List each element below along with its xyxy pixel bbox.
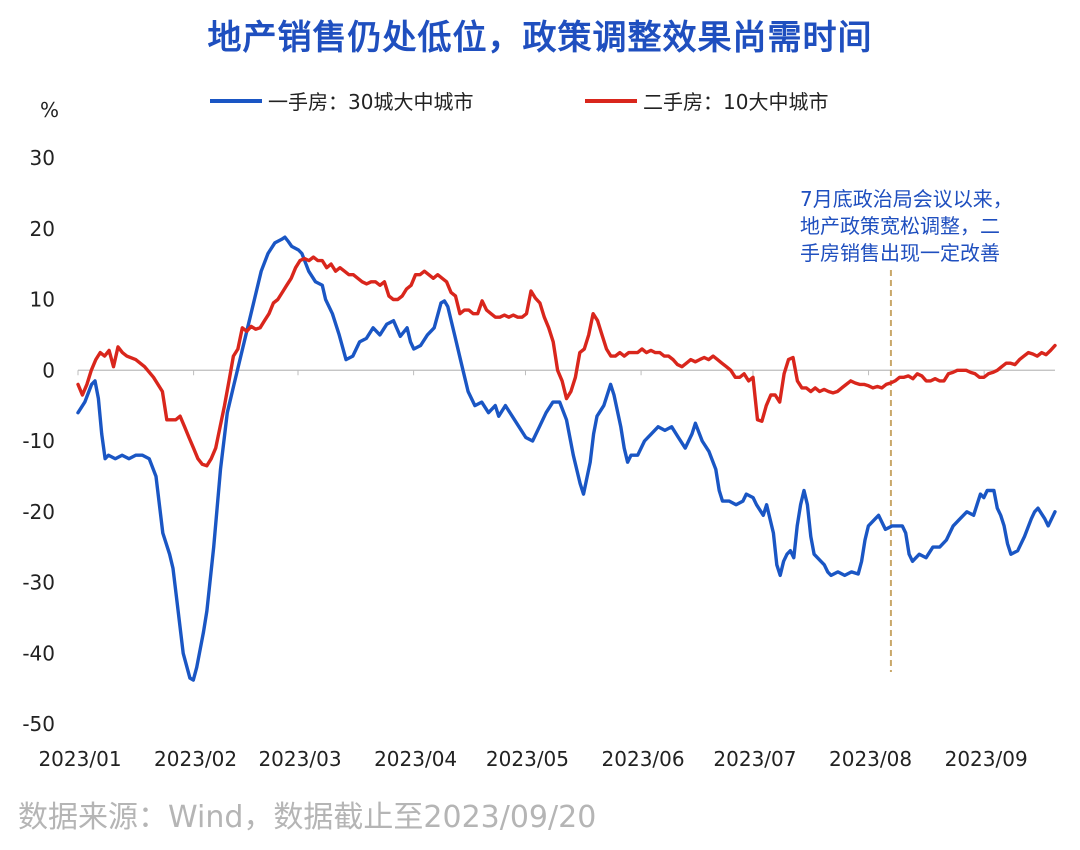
- legend-swatch-resale-homes: [585, 98, 637, 103]
- y-tick-label: 10: [30, 288, 55, 312]
- series-line-resale-homes: [76, 255, 1057, 468]
- x-tick-label: 2023/02: [154, 747, 237, 771]
- chart-title: 地产销售仍处低位，政策调整效果尚需时间: [207, 18, 873, 58]
- x-tick-label: 2023/08: [829, 747, 912, 771]
- annotation-line: 地产政策宽松调整，二: [800, 214, 1000, 238]
- series-line-new-homes: [76, 235, 1057, 682]
- y-tick-label: -30: [22, 571, 55, 595]
- x-tick-label: 2023/09: [945, 747, 1028, 771]
- x-tick-label: 2023/03: [258, 747, 341, 771]
- x-tick-label: 2023/04: [374, 747, 457, 771]
- x-tick-label: 2023/05: [486, 747, 569, 771]
- y-axis-unit: %: [40, 98, 60, 122]
- legend-item-new-homes: 一手房：30城大中城市: [210, 86, 473, 115]
- y-tick-label: 20: [30, 217, 55, 241]
- annotation-line: 手房销售出现一定改善: [800, 241, 1000, 265]
- y-tick-label: -40: [22, 641, 55, 665]
- y-tick-label: -10: [22, 429, 55, 453]
- legend-label-new-homes: 一手房：30城大中城市: [268, 90, 474, 114]
- data-source-note: 数据来源：Wind，数据截止至2023/09/20: [18, 800, 597, 835]
- legend-label-resale-homes: 二手房：10大中城市: [643, 90, 829, 114]
- y-tick-label: -50: [22, 712, 55, 736]
- y-tick-label: -20: [22, 500, 55, 524]
- policy-annotation: 7月底政治局会议以来， 地产政策宽松调整，二 手房销售出现一定改善: [800, 186, 1062, 267]
- x-tick-label: 2023/01: [38, 747, 121, 771]
- legend-item-resale-homes: 二手房：10大中城市: [585, 86, 828, 115]
- x-tick-label: 2023/07: [713, 747, 796, 771]
- annotation-line: 7月底政治局会议以来，: [800, 187, 1013, 211]
- legend-swatch-new-homes: [210, 98, 262, 103]
- x-tick-label: 2023/06: [602, 747, 685, 771]
- y-tick-label: 30: [30, 146, 55, 170]
- chart-legend: 一手房：30城大中城市 二手房：10大中城市: [0, 86, 1080, 116]
- y-tick-label: 0: [42, 358, 55, 382]
